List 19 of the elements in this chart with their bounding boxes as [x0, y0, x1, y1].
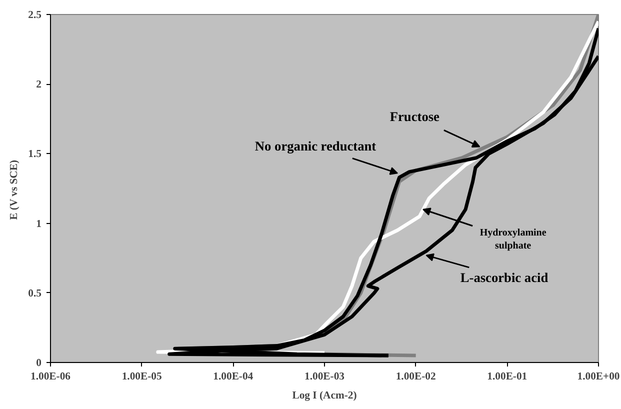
y-tick-label: 0 — [36, 358, 42, 369]
x-tick-label: 1.00E-03 — [304, 372, 344, 382]
x-tick-label: 1.00E-02 — [396, 372, 436, 382]
y-tick-label: 2.5 — [28, 10, 42, 21]
annotation: Fructose — [390, 109, 440, 124]
y-tick-label: 0.5 — [28, 288, 42, 300]
y-tick-label: 1 — [36, 218, 42, 230]
x-tick-label: 1.00E-05 — [122, 372, 162, 382]
annotation: No organic reductant — [254, 138, 377, 154]
y-axis-title: E (V vs SCE) — [9, 160, 20, 220]
x-tick-label: 1.00E-01 — [487, 372, 528, 382]
y-tick-label: 2 — [36, 80, 42, 91]
x-tick-label: 1.00E-06 — [30, 372, 72, 382]
annotation: Hydroxylamine sulphate — [480, 227, 547, 252]
y-tick-label: 1.5 — [28, 149, 42, 160]
x-tick-label: 1.00E+00 — [577, 372, 620, 382]
x-axis-title: Log I (Acm-2) — [292, 390, 358, 402]
x-tick-label: 1.00E-04 — [213, 372, 254, 382]
annotation: L-ascorbic acid — [460, 270, 549, 285]
